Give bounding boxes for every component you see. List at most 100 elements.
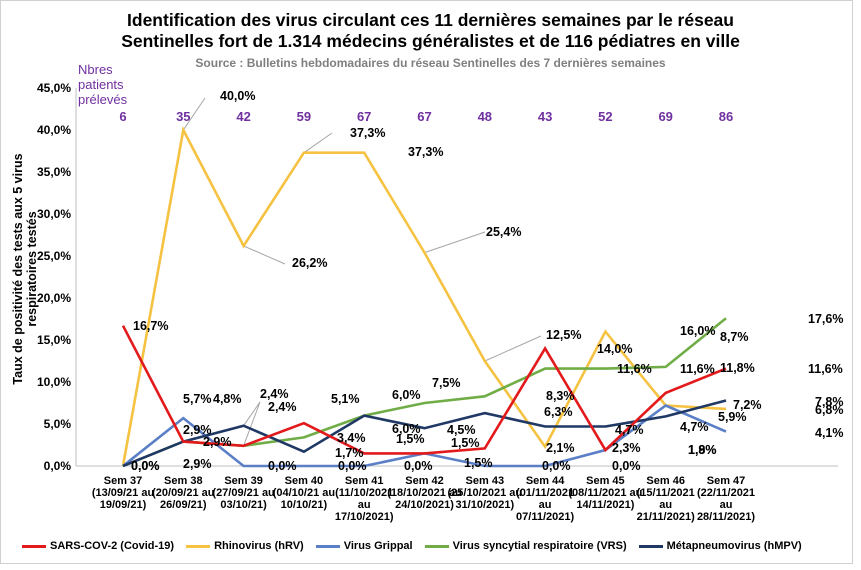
data-label: 11,6% (617, 362, 652, 376)
data-label: 1,5% (451, 436, 480, 450)
legend-label: Métapneumovirus (hMPV) (666, 540, 802, 552)
data-label: 5,7% (183, 392, 212, 406)
x-tick-label: Sem 41 (11/10/2021 au 17/10/2021) (335, 475, 394, 523)
x-tick-label: Sem 47 (22/11/2021 au 28/11/2021) (697, 475, 755, 523)
data-label: 4,7% (615, 423, 644, 437)
chart-title-line-1: Identification des virus circulant ces 1… (127, 10, 734, 30)
label-leader-line (243, 401, 261, 447)
legend-label: Virus syncytial respiratoire (VRS) (452, 540, 627, 552)
patient-count: 6 (119, 109, 126, 124)
data-label: 1,5% (464, 456, 493, 470)
data-label: 25,4% (486, 225, 521, 239)
data-label: 8,3% (546, 389, 575, 403)
patient-count: 59 (297, 109, 311, 124)
x-tick-label: Sem 45 (08/11/2021 au 14/11/2021) (568, 475, 642, 511)
data-label: 0,0% (404, 459, 433, 473)
data-label: 17,6% (808, 312, 843, 326)
patient-count: 42 (236, 109, 250, 124)
series-line (122, 399, 727, 468)
data-label: 6,0% (392, 388, 421, 402)
x-tick-label: Sem 44 (01/11/2021 au 07/11/2021) (516, 475, 574, 523)
data-label: 40,0% (220, 89, 255, 103)
data-label: 5,9% (718, 410, 747, 424)
series-line (121, 325, 727, 455)
x-tick-label: Sem 37 (13/09/21 au 19/09/21) (92, 475, 154, 511)
data-label: 4,8% (213, 392, 242, 406)
legend-label: Rhinovirus (hRV) (214, 540, 304, 552)
chart-legend: SARS-COV-2 (Covid-19) Rhinovirus (hRV) Vir… (22, 538, 842, 554)
y-tick-label: 30,0% (37, 207, 71, 221)
legend-item: Virus syncytial respiratoire (VRS) (424, 540, 627, 552)
patient-count: 35 (176, 109, 190, 124)
legend-item: Rhinovirus (hRV) (186, 540, 304, 552)
data-label: 0,0% (542, 459, 571, 473)
x-tick-label: Sem 43 (25/10/2021 au 31/10/2021) (447, 475, 522, 511)
y-tick-label: 10,0% (37, 375, 71, 389)
data-label: 2,4% (260, 387, 289, 401)
data-label: 1,7% (335, 446, 364, 460)
data-label: 7,8% (815, 395, 844, 409)
data-label: 2,3% (612, 441, 641, 455)
chart-title-line-2: Sentinelles fort de 1.314 médecins génér… (121, 31, 740, 51)
patient-count: 86 (719, 109, 733, 124)
data-label: 3,4% (337, 431, 366, 445)
x-tick-label: Sem 46 (15/11/2021 au 21/11/2021) (637, 475, 695, 523)
data-label: 6,0% (392, 422, 421, 436)
data-label: 11,6% (680, 362, 715, 376)
label-leader-line (484, 335, 542, 362)
patient-count: 52 (598, 109, 612, 124)
data-label: 0,0% (612, 459, 641, 473)
data-label: 2,4% (268, 400, 297, 414)
data-label: 4,5% (447, 423, 476, 437)
y-tick-label: 35,0% (37, 165, 71, 179)
data-label: 7,2% (733, 398, 762, 412)
chart-source: Source : Bulletins hebdomadaires du rése… (195, 56, 666, 70)
y-tick-label: 45,0% (37, 81, 71, 95)
data-label: 2,1% (546, 441, 575, 455)
data-label: 0,0% (268, 459, 297, 473)
y-tick-label: 0,0% (44, 459, 72, 473)
legend-item: Virus Grippal (315, 540, 413, 552)
x-tick-label: Sem 40 (04/10/21 au 10/10/21) (273, 475, 335, 511)
legend-swatch (22, 544, 46, 548)
legend-item: Métapneumovirus (hMPV) (638, 540, 802, 552)
data-label: 7,5% (432, 376, 461, 390)
label-leader-line (303, 132, 333, 154)
chart-title: Identification des virus circulant ces 1… (0, 10, 861, 52)
data-label: 14,0% (597, 342, 632, 356)
legend-swatch (424, 544, 449, 548)
data-label: 4,1% (815, 426, 844, 440)
patient-count: 48 (478, 109, 492, 124)
data-label: 16,0% (680, 324, 715, 338)
patient-count: 69 (658, 109, 672, 124)
data-label: 6,3% (544, 405, 573, 419)
label-leader-line (182, 97, 206, 131)
data-label: 2,9% (183, 457, 212, 471)
label-leader-line (424, 231, 486, 254)
legend-label: SARS-COV-2 (Covid-19) (50, 540, 175, 552)
legend-swatch (186, 544, 211, 548)
data-label: 0,0% (131, 459, 160, 473)
data-label: 0,0% (131, 459, 160, 473)
data-label: 16,7% (133, 319, 168, 333)
patient-count: 67 (417, 109, 431, 124)
patient-count: 67 (357, 109, 371, 124)
data-label: 6,8% (815, 403, 844, 417)
data-label: 11,6% (808, 362, 843, 376)
x-tick-label: Sem 39 (27/09/21 au 03/10/21) (212, 475, 274, 511)
data-label: 1,8% (688, 443, 717, 457)
y-tick-label: 15,0% (37, 333, 71, 347)
data-label: 37,3% (408, 145, 443, 159)
legend-swatch (638, 544, 663, 548)
data-label: 2,9% (203, 435, 232, 449)
data-label: 12,5% (546, 328, 581, 342)
data-label: 8,7% (720, 330, 749, 344)
y-tick-label: 20,0% (37, 291, 71, 305)
data-label: 1,9% (688, 443, 717, 457)
series-line (121, 126, 727, 467)
y-tick-label: 40,0% (37, 123, 71, 137)
legend-swatch (315, 544, 340, 548)
data-label: 37,3% (350, 126, 385, 140)
